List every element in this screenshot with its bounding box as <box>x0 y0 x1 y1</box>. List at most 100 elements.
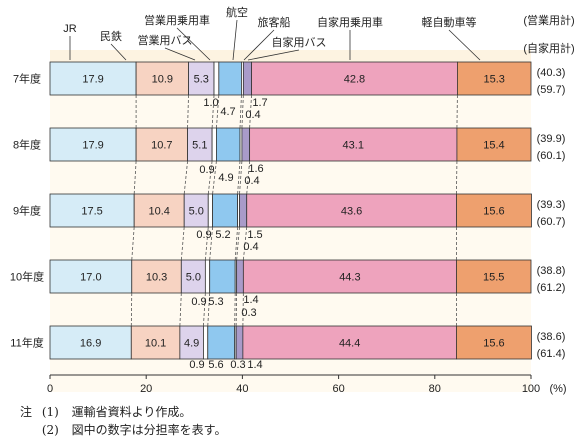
legend-label: 営業用乗用車 <box>144 13 210 27</box>
legend-label: 自家用バス <box>272 35 327 49</box>
data-label: 1.4 <box>243 294 258 306</box>
legend-label: 営業用バス <box>138 33 193 47</box>
x-tick-label: 100 <box>522 383 540 395</box>
data-label: 5.0 <box>189 206 204 218</box>
data-label: 4.7 <box>220 106 235 118</box>
data-label: 15.6 <box>483 206 504 218</box>
data-label: 17.9 <box>82 74 103 86</box>
footnote-2: (2) 図中の数字は分担率を表す。 <box>20 421 227 438</box>
total-private: (59.7) <box>537 84 566 96</box>
bar-segment <box>236 259 244 294</box>
connector-line <box>209 226 213 261</box>
totals-header-business: (営業用計) <box>523 13 574 27</box>
row-strip <box>50 227 531 260</box>
legend-label: 自家用乗用車 <box>317 15 383 29</box>
category-label: 8年度 <box>13 138 41 152</box>
data-label: 43.1 <box>343 140 364 152</box>
data-label: 10.1 <box>145 338 166 350</box>
bar-segment <box>204 259 211 294</box>
legend-leader <box>232 19 238 61</box>
connector-line <box>236 226 240 261</box>
total-business: (40.3) <box>537 67 566 79</box>
total-private: (60.7) <box>537 216 566 228</box>
x-axis-unit: (%) <box>549 383 566 395</box>
data-label: 4.9 <box>218 172 233 184</box>
connector-line <box>212 160 217 195</box>
data-label: 5.6 <box>208 359 223 371</box>
data-label: 17.5 <box>81 206 102 218</box>
legend-leader <box>164 47 196 61</box>
data-label: 5.2 <box>215 229 230 241</box>
connector-line <box>133 160 137 195</box>
data-label: 15.5 <box>483 272 504 284</box>
data-label: 1.0 <box>203 97 218 109</box>
row-strip <box>50 95 531 128</box>
bar-segment <box>213 61 220 96</box>
connector-line <box>183 160 188 195</box>
data-label: 0.3 <box>230 359 245 371</box>
x-tick-label: 60 <box>332 383 344 395</box>
connector-line <box>131 226 135 261</box>
total-business: (39.3) <box>537 199 566 211</box>
data-label: 1.4 <box>247 359 262 371</box>
connector-line <box>239 94 242 129</box>
bar-segment <box>131 259 182 294</box>
bar-segment <box>130 325 181 360</box>
bar-segment <box>49 127 137 162</box>
category-label: 7年度 <box>13 72 41 86</box>
bar-segment <box>49 61 137 96</box>
legend-label: 旅客船 <box>258 15 291 29</box>
bar-segment <box>241 127 251 162</box>
legend-label: 軽自動車等 <box>422 15 477 29</box>
bar-segment <box>212 193 238 228</box>
total-private: (61.2) <box>537 282 566 294</box>
data-label: 5.3 <box>194 74 209 86</box>
data-label: 16.9 <box>80 338 101 350</box>
data-label: 10.9 <box>152 74 173 86</box>
bar-segment <box>246 193 457 228</box>
bar-segment <box>180 259 206 294</box>
data-label: 42.8 <box>344 74 365 86</box>
total-private: (61.4) <box>537 348 566 360</box>
connector-line <box>249 94 252 129</box>
legend-leader <box>448 29 481 61</box>
legend-leader <box>176 27 211 61</box>
x-tick-label: 20 <box>140 383 152 395</box>
bar-segment <box>207 325 236 360</box>
connector-line <box>179 292 182 327</box>
total-business: (38.8) <box>537 265 566 277</box>
bar-segment <box>242 259 457 294</box>
bar-segment <box>187 127 213 162</box>
bar-segment <box>203 325 209 360</box>
x-tick-label: 0 <box>47 383 53 395</box>
footnote-mark: 注 <box>20 405 33 419</box>
footnote-text: 運輸省資料より作成。 <box>71 405 192 419</box>
connector-line <box>216 94 220 129</box>
bar-segment <box>251 61 458 96</box>
connector-line <box>237 160 241 195</box>
bar-segment <box>207 193 213 228</box>
connector-line <box>204 226 209 261</box>
connector-line <box>180 226 185 261</box>
connector-line <box>241 94 244 129</box>
connector-line <box>211 94 215 129</box>
data-label: 1.6 <box>248 163 263 175</box>
connector-line <box>234 226 238 261</box>
connector-line <box>242 226 248 261</box>
bar-segment <box>216 127 241 162</box>
legend-leader <box>110 43 127 61</box>
connector-line <box>207 292 211 327</box>
connector-line <box>187 94 189 129</box>
data-label: 15.3 <box>483 74 504 86</box>
row-strip <box>50 293 531 326</box>
data-label: 0.9 <box>196 229 211 241</box>
total-business: (39.9) <box>537 133 566 145</box>
data-label: 0.9 <box>199 164 214 176</box>
bar-segment <box>242 61 252 96</box>
data-label: 10.4 <box>148 206 169 218</box>
bar-segment <box>133 193 185 228</box>
data-label: 0.4 <box>243 241 258 253</box>
data-label: 17.9 <box>82 140 103 152</box>
data-label: 10.3 <box>146 272 167 284</box>
